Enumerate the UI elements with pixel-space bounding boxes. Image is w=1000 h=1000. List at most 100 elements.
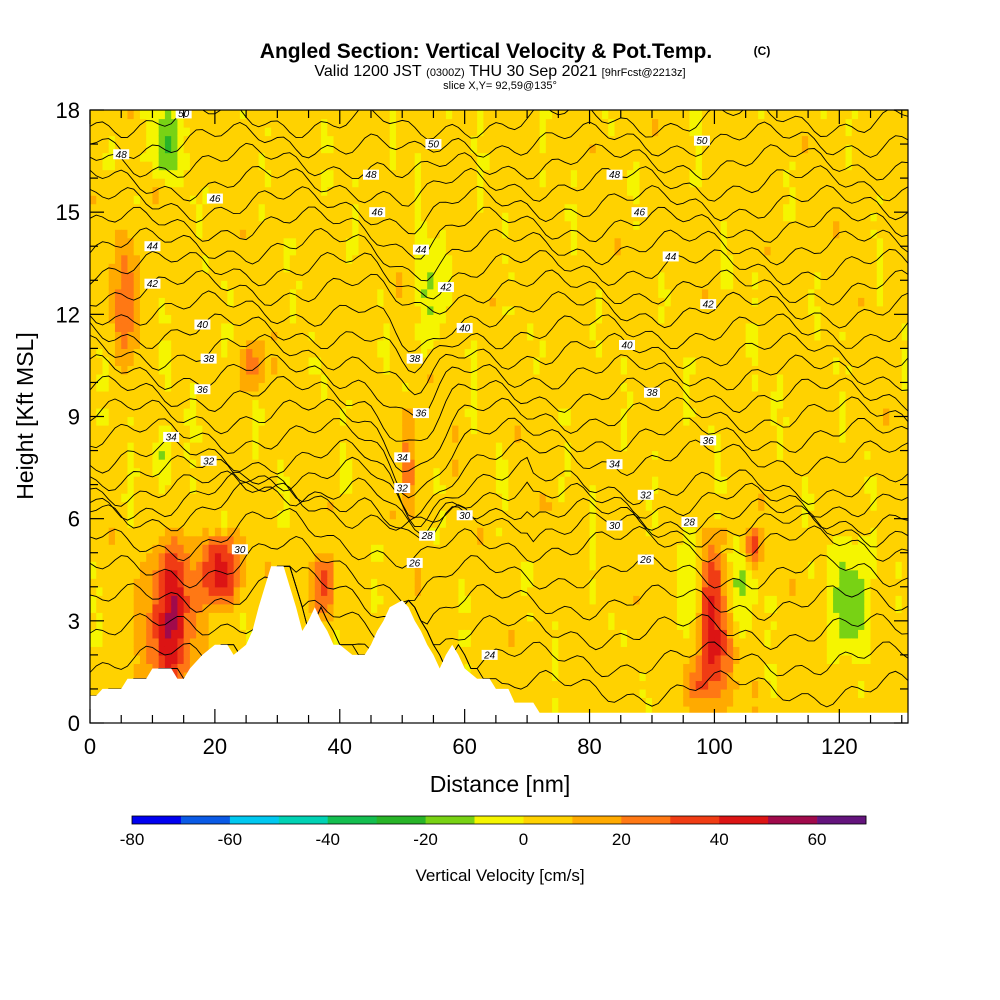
velocity-cell (502, 339, 509, 349)
velocity-cell (127, 467, 135, 477)
velocity-cell (252, 501, 260, 511)
velocity-cell (90, 476, 97, 486)
velocity-cell (427, 237, 435, 247)
velocity-cell (483, 280, 491, 290)
velocity-cell (302, 195, 310, 205)
velocity-cell (377, 305, 385, 315)
velocity-cell (370, 178, 378, 188)
velocity-cell (395, 433, 403, 443)
velocity-cell (177, 373, 185, 384)
velocity-cell (152, 263, 160, 273)
velocity-cell (470, 552, 478, 562)
velocity-cell (133, 288, 141, 298)
velocity-cell (127, 425, 135, 435)
velocity-cell (214, 518, 222, 528)
velocity-cell (364, 288, 372, 298)
velocity-cell (214, 586, 222, 596)
velocity-cell (183, 288, 191, 298)
velocity-cell (414, 535, 422, 545)
velocity-cell (370, 127, 378, 137)
velocity-cell (383, 331, 391, 341)
velocity-cell (389, 399, 397, 409)
velocity-cell (346, 144, 353, 154)
velocity-cell (189, 501, 197, 511)
velocity-cell (202, 280, 210, 290)
velocity-cell (420, 339, 428, 349)
velocity-cell (470, 263, 478, 273)
velocity-cell (452, 254, 460, 264)
velocity-cell (189, 280, 197, 290)
velocity-cell (514, 229, 522, 239)
velocity-cell (121, 237, 129, 247)
velocity-cell (264, 195, 272, 205)
velocity-cell (364, 595, 372, 605)
velocity-cell (314, 501, 322, 511)
velocity-cell (252, 467, 260, 477)
velocity-cell (502, 425, 509, 435)
velocity-cell (464, 135, 472, 145)
velocity-cell (364, 161, 372, 171)
velocity-cell (495, 518, 503, 528)
velocity-cell (90, 527, 97, 537)
velocity-cell (489, 484, 497, 494)
velocity-cell (90, 152, 97, 162)
velocity-cell (483, 373, 491, 384)
velocity-cell (414, 382, 422, 392)
velocity-cell (395, 390, 403, 401)
velocity-cell (90, 331, 97, 341)
velocity-cell (133, 220, 141, 230)
velocity-cell (383, 288, 391, 298)
velocity-cell (377, 484, 385, 494)
velocity-cell (152, 305, 160, 315)
velocity-cell (146, 612, 154, 622)
velocity-cell (96, 518, 104, 528)
velocity-cell (420, 484, 428, 494)
velocity-cell (127, 212, 135, 222)
velocity-cell (233, 195, 241, 205)
velocity-cell (102, 416, 110, 426)
velocity-cell (439, 561, 447, 571)
velocity-cell (177, 263, 185, 273)
velocity-cell (470, 135, 478, 145)
velocity-cell (420, 178, 428, 188)
velocity-cell (277, 348, 285, 358)
velocity-cell (296, 271, 303, 281)
velocity-cell (152, 169, 160, 179)
velocity-cell (339, 484, 347, 494)
velocity-cell (158, 288, 166, 298)
velocity-cell (102, 569, 110, 579)
velocity-cell (171, 365, 179, 375)
velocity-cell (477, 510, 484, 520)
velocity-cell (171, 544, 179, 554)
velocity-cell (108, 612, 116, 622)
velocity-cell (108, 220, 116, 230)
velocity-cell (189, 144, 197, 154)
velocity-cell (121, 535, 129, 545)
velocity-cell (408, 467, 416, 477)
velocity-cell (171, 620, 179, 630)
velocity-cell (495, 510, 503, 520)
velocity-cell (139, 365, 147, 375)
velocity-cell (333, 544, 341, 554)
velocity-cell (246, 569, 253, 579)
velocity-cell (127, 459, 135, 469)
velocity-cell (389, 569, 397, 579)
velocity-cell (508, 544, 516, 554)
velocity-cell (452, 527, 460, 537)
velocity-cell (171, 356, 179, 367)
velocity-cell (233, 229, 241, 239)
velocity-cell (283, 229, 291, 239)
velocity-cell (302, 280, 310, 290)
velocity-cell (189, 527, 197, 537)
velocity-cell (495, 569, 503, 579)
velocity-cell (96, 127, 104, 137)
velocity-cell (202, 314, 210, 324)
velocity-cell (177, 271, 185, 281)
velocity-cell (183, 305, 191, 315)
velocity-cell (239, 390, 247, 401)
velocity-cell (208, 493, 216, 503)
velocity-cell (470, 586, 478, 596)
velocity-cell (133, 552, 141, 562)
velocity-cell (458, 263, 466, 273)
velocity-cell (108, 339, 116, 349)
